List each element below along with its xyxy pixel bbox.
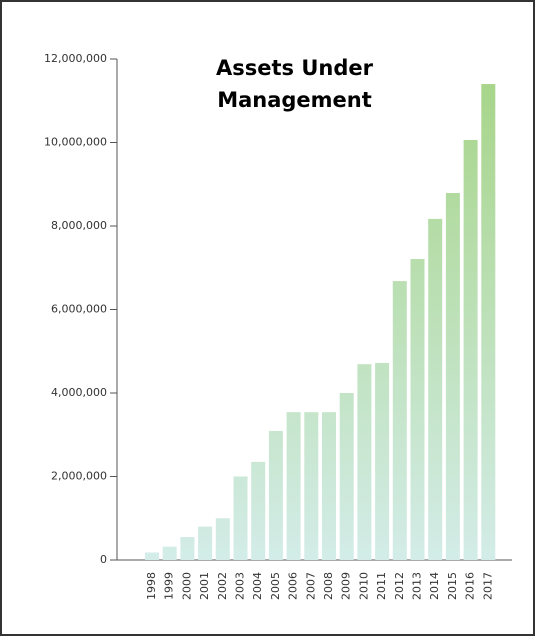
x-tick-label: 2005 [269, 572, 282, 600]
chart-title: Assets Under Management [216, 56, 373, 112]
bar [392, 281, 407, 560]
bar [339, 393, 354, 560]
bar [268, 430, 283, 560]
x-tick-label: 2010 [357, 572, 370, 600]
x-tick-label: 2014 [428, 572, 441, 600]
y-tick-label: 12,000,000 [44, 52, 107, 65]
x-tick-label: 2003 [234, 572, 247, 600]
x-tick-label: 1998 [145, 572, 158, 600]
bar [375, 362, 390, 560]
bar [463, 139, 478, 560]
bar [215, 518, 230, 560]
x-tick-label: 2008 [322, 572, 335, 600]
x-tick-label: 1999 [163, 572, 176, 600]
x-tick-label: 2012 [393, 572, 406, 600]
x-tick-label: 2015 [446, 572, 459, 600]
bar [481, 84, 496, 561]
bar [162, 546, 177, 560]
x-tick-label: 2000 [180, 572, 193, 600]
y-tick-label: 6,000,000 [51, 303, 107, 316]
x-tick-label: 2016 [464, 572, 477, 600]
bar [233, 476, 248, 560]
bar [304, 412, 319, 560]
bar [145, 552, 159, 560]
bar [198, 526, 213, 560]
y-tick-label: 0 [100, 553, 107, 566]
x-tick-label: 2001 [198, 572, 211, 600]
bar [286, 412, 301, 560]
x-tick-label: 2006 [287, 572, 300, 600]
y-tick-label: 4,000,000 [51, 386, 107, 399]
bar [445, 193, 460, 560]
bar [180, 537, 195, 560]
x-tick-label: 2017 [481, 572, 494, 600]
x-tick-label: 2004 [251, 572, 264, 600]
y-tick-label: 8,000,000 [51, 219, 107, 232]
bar [322, 412, 336, 560]
x-tick-label: 2013 [411, 572, 424, 600]
bar [357, 364, 372, 560]
x-tick-label: 2009 [340, 572, 353, 600]
x-tick-label: 2011 [375, 572, 388, 600]
bar [428, 218, 443, 560]
y-tick-label: 10,000,000 [44, 136, 107, 149]
x-tick-label: 2002 [216, 572, 229, 600]
bar [410, 258, 425, 560]
y-tick-label: 2,000,000 [51, 470, 107, 483]
x-tick-label: 2007 [304, 572, 317, 600]
bar [251, 461, 266, 560]
